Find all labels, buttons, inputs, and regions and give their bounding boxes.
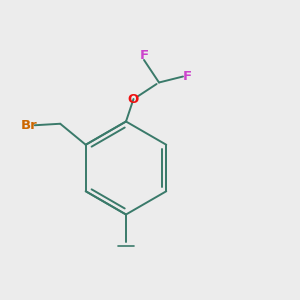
Text: Br: Br [21,119,38,132]
Text: F: F [183,70,192,83]
Text: O: O [128,92,139,106]
Text: F: F [140,49,148,62]
